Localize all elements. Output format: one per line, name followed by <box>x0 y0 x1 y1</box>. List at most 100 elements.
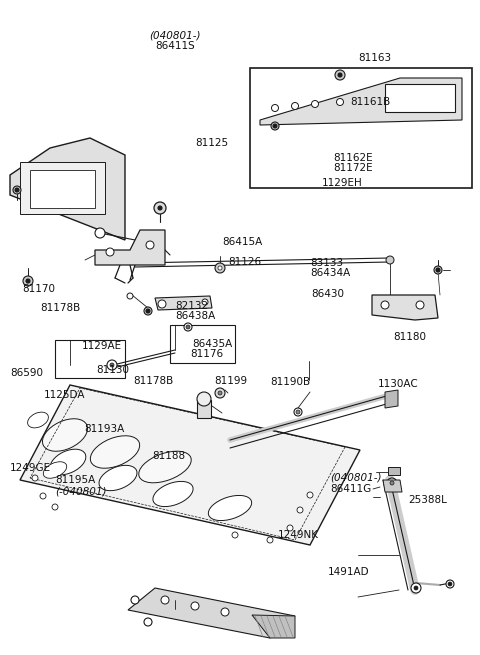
Circle shape <box>271 122 279 130</box>
Text: 81193A: 81193A <box>84 424 124 434</box>
Circle shape <box>40 493 46 499</box>
Circle shape <box>416 301 424 309</box>
Ellipse shape <box>50 449 86 475</box>
Ellipse shape <box>99 465 137 491</box>
Text: 1491AD: 1491AD <box>328 567 370 577</box>
Circle shape <box>381 301 389 309</box>
Bar <box>20 162 105 214</box>
Circle shape <box>411 583 421 593</box>
Polygon shape <box>10 138 125 240</box>
Circle shape <box>291 102 299 109</box>
Text: 81162E: 81162E <box>333 153 372 163</box>
Circle shape <box>390 481 394 485</box>
Text: 25388L: 25388L <box>408 495 447 505</box>
Circle shape <box>387 478 397 488</box>
Text: 81125: 81125 <box>195 138 228 148</box>
Text: 86434A: 86434A <box>310 268 350 278</box>
Circle shape <box>267 537 273 543</box>
Circle shape <box>107 360 117 370</box>
Circle shape <box>287 525 293 531</box>
Text: 81126: 81126 <box>228 257 261 267</box>
Text: 86438A: 86438A <box>175 311 215 321</box>
Text: 83133: 83133 <box>310 258 343 268</box>
Polygon shape <box>383 480 402 492</box>
Circle shape <box>232 532 238 538</box>
Polygon shape <box>260 78 462 125</box>
Circle shape <box>158 206 162 210</box>
Circle shape <box>144 618 152 626</box>
Circle shape <box>297 507 303 513</box>
Circle shape <box>186 325 190 329</box>
Circle shape <box>202 299 208 305</box>
Polygon shape <box>252 615 295 638</box>
Text: 81130: 81130 <box>96 365 129 375</box>
Polygon shape <box>95 230 165 265</box>
Circle shape <box>106 248 114 256</box>
Ellipse shape <box>42 419 87 451</box>
Polygon shape <box>20 385 360 545</box>
Circle shape <box>23 276 33 286</box>
Circle shape <box>32 475 38 481</box>
Text: 81180: 81180 <box>393 332 426 342</box>
Circle shape <box>273 124 277 128</box>
Text: 1125DA: 1125DA <box>44 390 85 400</box>
Circle shape <box>95 228 105 238</box>
Text: 81172E: 81172E <box>333 163 372 173</box>
Circle shape <box>448 582 452 586</box>
Ellipse shape <box>43 462 67 478</box>
Circle shape <box>161 596 169 604</box>
Text: 81178B: 81178B <box>40 303 80 313</box>
Text: 81195A: 81195A <box>55 475 95 485</box>
Text: 1129EH: 1129EH <box>322 178 363 188</box>
Circle shape <box>335 70 345 80</box>
Bar <box>170 325 235 363</box>
Circle shape <box>110 363 114 367</box>
Text: 86411G: 86411G <box>330 484 371 494</box>
Circle shape <box>13 186 21 194</box>
Text: 86590: 86590 <box>10 368 43 378</box>
Text: 81163: 81163 <box>358 53 391 63</box>
Circle shape <box>218 391 222 395</box>
Circle shape <box>15 188 19 192</box>
Circle shape <box>52 504 58 510</box>
Circle shape <box>436 268 440 272</box>
Circle shape <box>158 300 166 308</box>
Circle shape <box>146 241 154 249</box>
Text: 86435A: 86435A <box>192 339 232 349</box>
Text: 81161B: 81161B <box>350 97 390 107</box>
Circle shape <box>26 279 30 283</box>
Polygon shape <box>128 588 295 638</box>
Circle shape <box>144 307 152 315</box>
Circle shape <box>197 392 211 406</box>
Text: 81188: 81188 <box>152 451 185 461</box>
Circle shape <box>191 602 199 610</box>
Bar <box>388 467 400 475</box>
Ellipse shape <box>139 451 191 483</box>
Circle shape <box>414 586 418 590</box>
Circle shape <box>154 202 166 214</box>
Text: 81170: 81170 <box>22 284 55 294</box>
Circle shape <box>312 100 319 107</box>
Circle shape <box>215 388 225 398</box>
Polygon shape <box>372 295 438 320</box>
Text: 86415A: 86415A <box>222 237 262 247</box>
Text: (040801-): (040801-) <box>149 30 201 40</box>
Bar <box>385 84 455 112</box>
Ellipse shape <box>153 481 193 506</box>
Circle shape <box>446 580 454 588</box>
Text: (040801-): (040801-) <box>330 473 382 483</box>
Circle shape <box>434 266 442 274</box>
Circle shape <box>184 323 192 331</box>
Circle shape <box>338 73 342 77</box>
Circle shape <box>215 263 225 273</box>
Circle shape <box>127 293 133 299</box>
Circle shape <box>294 408 302 416</box>
Circle shape <box>296 410 300 414</box>
Text: 1249GE: 1249GE <box>10 463 51 473</box>
Circle shape <box>272 105 278 111</box>
Text: 81199: 81199 <box>214 376 247 386</box>
Text: 1129AE: 1129AE <box>82 341 122 351</box>
Ellipse shape <box>28 412 48 428</box>
Bar <box>197 400 211 418</box>
Circle shape <box>131 596 139 604</box>
